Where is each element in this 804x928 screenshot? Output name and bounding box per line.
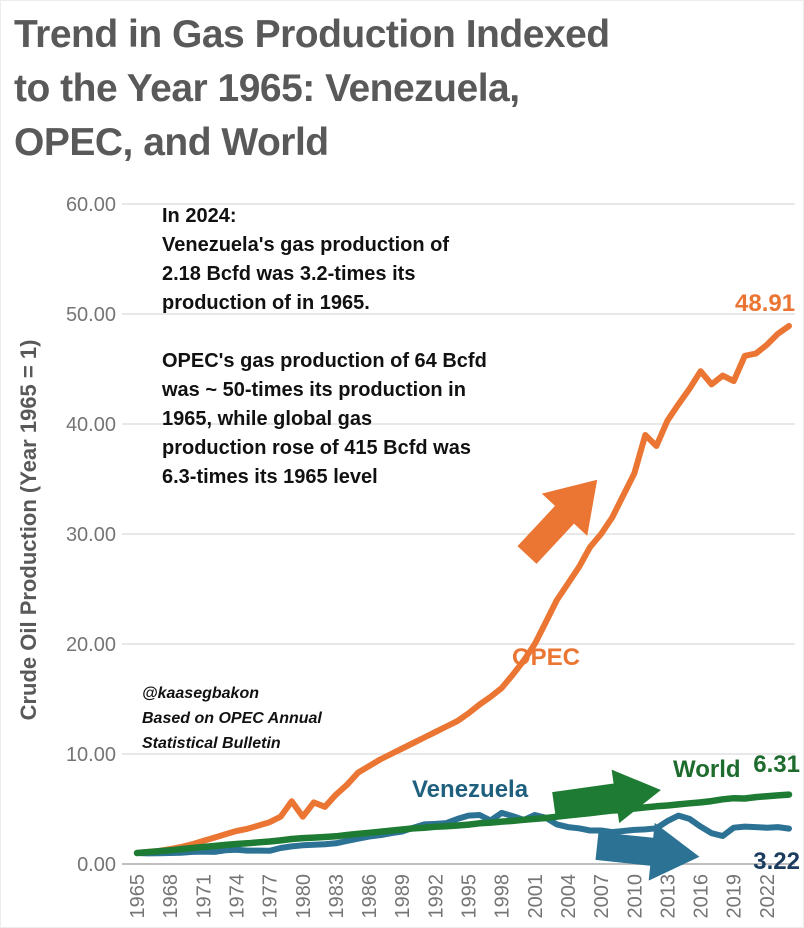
- x-tick-label: 2013: [657, 874, 679, 919]
- y-tick-label: 60.00: [66, 194, 116, 216]
- y-tick-label: 40.00: [66, 414, 116, 436]
- x-tick-label: 1983: [326, 874, 348, 919]
- venezuela-series-label: Venezuela: [412, 776, 529, 803]
- x-tick-label: 1971: [193, 874, 215, 919]
- opec-arrow-icon: [517, 479, 598, 564]
- x-tick-label: 1998: [492, 874, 514, 919]
- x-tick-label: 2022: [757, 874, 779, 919]
- venezuela-end-value: 3.22: [753, 848, 800, 875]
- y-tick-label: 0.00: [77, 854, 116, 876]
- x-tick-label: 1968: [160, 874, 182, 919]
- y-tick-label: 10.00: [66, 744, 116, 766]
- y-tick-label: 50.00: [66, 304, 116, 326]
- x-tick-label: 2007: [591, 874, 613, 919]
- venezuela-series-line: [134, 809, 792, 857]
- opec-end-value: 48.91: [735, 290, 796, 317]
- y-tick-label: 20.00: [66, 634, 116, 656]
- x-tick-label: 2001: [525, 874, 547, 919]
- annotation-2024: In 2024: Venezuela's gas production of 2…: [162, 205, 487, 488]
- opec-series-label: OPEC: [512, 644, 581, 671]
- y-tick-label: 30.00: [66, 524, 116, 546]
- x-tick-label: 2004: [558, 874, 580, 919]
- x-tick-label: 2016: [691, 874, 713, 919]
- x-tick-label: 2010: [624, 874, 646, 919]
- world-series-label: World: [673, 756, 741, 783]
- x-tick-label: 1974: [226, 874, 248, 919]
- x-tick-label: 1989: [392, 874, 414, 919]
- venezuela-arrow-icon: [595, 822, 700, 881]
- x-tick-label: 1995: [459, 874, 481, 919]
- world-arrow-icon: [552, 769, 661, 824]
- world-end-value: 6.31: [753, 751, 800, 778]
- x-tick-label: 1977: [260, 874, 282, 919]
- world-series-line: [133, 791, 793, 857]
- opec-series-line: [134, 323, 792, 856]
- page-title: Trend in Gas Production Indexed to the Y…: [14, 13, 610, 164]
- x-tick-label: 1986: [359, 874, 381, 919]
- x-tick-label: 1980: [293, 874, 315, 919]
- attribution-source: @kaasegbakon Based on OPEC Annual Statis…: [142, 685, 322, 752]
- x-tick-label: 2019: [724, 874, 746, 919]
- x-tick-label: 1965: [127, 874, 149, 919]
- x-tick-label: 1992: [425, 874, 447, 919]
